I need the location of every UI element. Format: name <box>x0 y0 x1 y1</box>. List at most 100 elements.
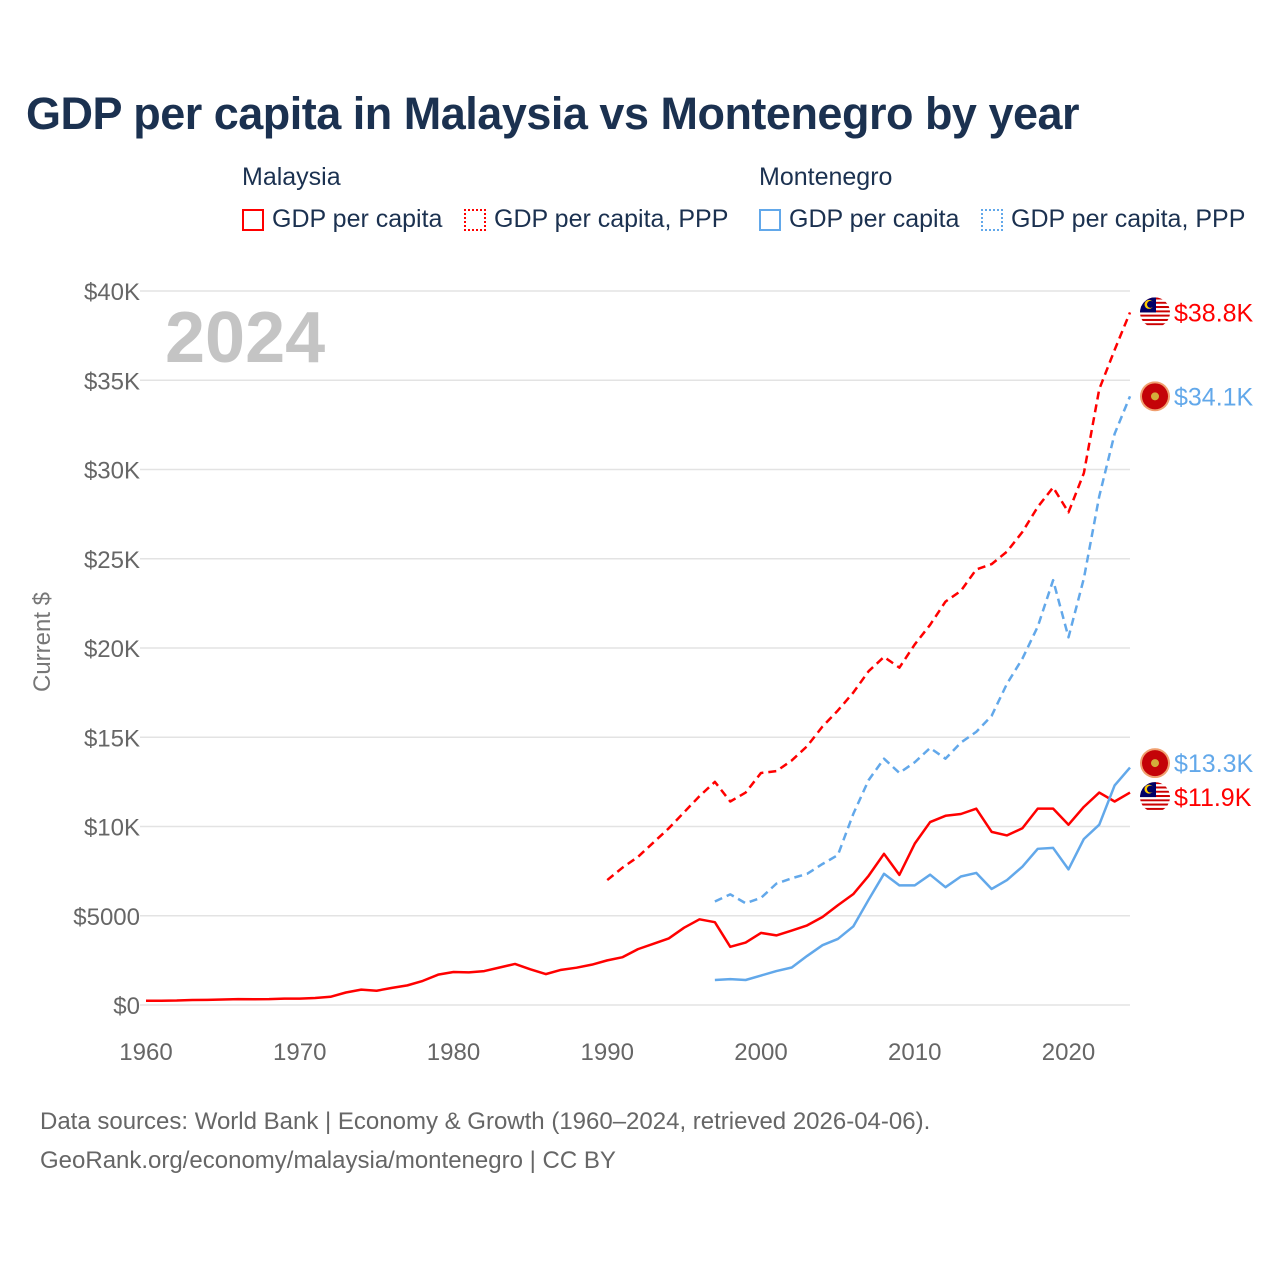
data-point[interactable] <box>878 651 890 663</box>
data-point[interactable] <box>1063 631 1075 643</box>
data-point[interactable] <box>263 993 275 1005</box>
data-point[interactable] <box>986 883 998 895</box>
data-point[interactable] <box>724 941 736 953</box>
data-point[interactable] <box>1001 546 1013 558</box>
data-point[interactable] <box>986 710 998 722</box>
data-point[interactable] <box>893 767 905 779</box>
data-point[interactable] <box>986 558 998 570</box>
data-point[interactable] <box>863 774 875 786</box>
data-point[interactable] <box>202 994 214 1006</box>
data-point[interactable] <box>663 822 675 834</box>
data-point[interactable] <box>1109 344 1121 356</box>
data-point[interactable] <box>1063 863 1075 875</box>
data-point[interactable] <box>1032 843 1044 855</box>
data-point[interactable] <box>970 803 982 815</box>
data-point[interactable] <box>940 881 952 893</box>
data-point[interactable] <box>294 993 306 1005</box>
data-point[interactable] <box>832 849 844 861</box>
data-point[interactable] <box>1047 574 1059 586</box>
data-point[interactable] <box>232 993 244 1005</box>
data-point[interactable] <box>140 995 152 1007</box>
data-point[interactable] <box>371 985 383 997</box>
data-point[interactable] <box>832 899 844 911</box>
data-point[interactable] <box>1093 819 1105 831</box>
data-point[interactable] <box>924 742 936 754</box>
legend-item-malaysia-ppp[interactable]: GDP per capita, PPP <box>464 205 728 234</box>
data-point[interactable] <box>801 919 813 931</box>
data-point[interactable] <box>801 740 813 752</box>
data-point[interactable] <box>448 966 460 978</box>
data-point[interactable] <box>1063 506 1075 518</box>
data-point[interactable] <box>248 993 260 1005</box>
data-point[interactable] <box>1124 306 1136 318</box>
data-point[interactable] <box>632 943 644 955</box>
data-point[interactable] <box>770 965 782 977</box>
data-point[interactable] <box>1124 390 1136 402</box>
data-point[interactable] <box>940 596 952 608</box>
data-point[interactable] <box>817 721 829 733</box>
data-point[interactable] <box>694 790 706 802</box>
data-point[interactable] <box>893 869 905 881</box>
data-point[interactable] <box>755 970 767 982</box>
data-point[interactable] <box>740 974 752 986</box>
data-point[interactable] <box>909 879 921 891</box>
footer-link[interactable]: GeoRank.org/economy/malaysia/montenegro … <box>40 1147 616 1174</box>
data-point[interactable] <box>986 826 998 838</box>
data-point[interactable] <box>755 892 767 904</box>
data-point[interactable] <box>278 993 290 1005</box>
data-point[interactable] <box>355 984 367 996</box>
data-point[interactable] <box>1016 822 1028 834</box>
data-point[interactable] <box>1047 842 1059 854</box>
data-point[interactable] <box>1032 621 1044 633</box>
data-point[interactable] <box>1124 787 1136 799</box>
data-point[interactable] <box>663 932 675 944</box>
data-point[interactable] <box>494 962 506 974</box>
data-point[interactable] <box>709 916 721 928</box>
data-point[interactable] <box>155 995 167 1007</box>
data-point[interactable] <box>878 868 890 880</box>
data-point[interactable] <box>832 933 844 945</box>
data-point[interactable] <box>386 982 398 994</box>
data-point[interactable] <box>309 992 321 1004</box>
data-point[interactable] <box>417 975 429 987</box>
data-point[interactable] <box>786 925 798 937</box>
data-point[interactable] <box>171 995 183 1007</box>
data-point[interactable] <box>601 954 613 966</box>
data-point[interactable] <box>740 937 752 949</box>
data-point[interactable] <box>571 962 583 974</box>
data-point[interactable] <box>555 964 567 976</box>
data-point[interactable] <box>432 969 444 981</box>
data-point[interactable] <box>1032 501 1044 513</box>
data-point[interactable] <box>709 974 721 986</box>
data-point[interactable] <box>1093 787 1105 799</box>
data-point[interactable] <box>1016 526 1028 538</box>
data-point[interactable] <box>1078 801 1090 813</box>
data-point[interactable] <box>878 753 890 765</box>
data-point[interactable] <box>340 987 352 999</box>
data-point[interactable] <box>970 563 982 575</box>
data-point[interactable] <box>847 920 859 932</box>
data-point[interactable] <box>724 796 736 808</box>
data-point[interactable] <box>617 862 629 874</box>
data-point[interactable] <box>955 585 967 597</box>
data-point[interactable] <box>217 993 229 1005</box>
data-point[interactable] <box>863 870 875 882</box>
data-point[interactable] <box>1047 481 1059 493</box>
data-point[interactable] <box>893 879 905 891</box>
data-point[interactable] <box>647 938 659 950</box>
data-point[interactable] <box>893 662 905 674</box>
data-point[interactable] <box>786 872 798 884</box>
data-point[interactable] <box>847 687 859 699</box>
data-point[interactable] <box>924 816 936 828</box>
data-point[interactable] <box>770 929 782 941</box>
data-point[interactable] <box>1109 779 1121 791</box>
data-point[interactable] <box>1016 861 1028 873</box>
data-point[interactable] <box>924 619 936 631</box>
data-point[interactable] <box>678 922 690 934</box>
data-point[interactable] <box>709 776 721 788</box>
data-point[interactable] <box>1001 678 1013 690</box>
data-point[interactable] <box>463 966 475 978</box>
data-point[interactable] <box>647 837 659 849</box>
data-point[interactable] <box>1032 803 1044 815</box>
data-point[interactable] <box>801 868 813 880</box>
